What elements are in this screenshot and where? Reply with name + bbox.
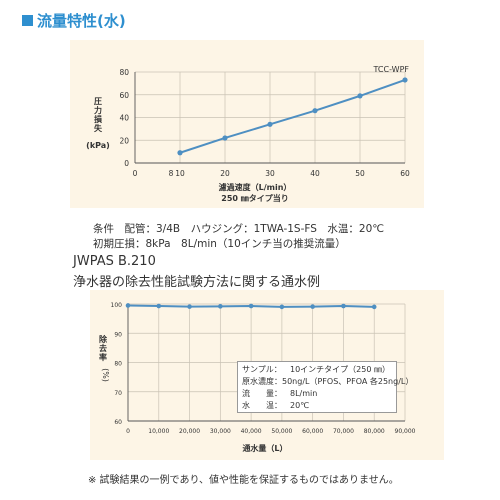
y-axis-label: 力: [94, 105, 102, 115]
y-axis-label: 除: [99, 334, 108, 344]
data-point: [267, 121, 273, 127]
y-axis-label: 損: [94, 114, 102, 124]
x-tick-label: 50,000: [271, 428, 292, 435]
y-axis-unit: (kPa): [86, 141, 110, 150]
section-title: 流量特性(水): [22, 10, 126, 31]
x-tick-label: 30,000: [210, 428, 231, 435]
y-tick-label: 0: [124, 159, 129, 168]
y-axis-label: 去: [99, 343, 107, 353]
y-tick-label: 90: [114, 331, 122, 338]
x-tick-label: 20: [220, 169, 230, 178]
condition-row-concentration: 原水濃度： 50ng/L（PFOS、PFOA 各25ng/L）: [242, 377, 414, 386]
data-point: [310, 304, 315, 309]
y-tick-label: 60: [119, 91, 129, 100]
series-label: TCC-WPF: [373, 65, 410, 74]
x-tick-label: 90,000: [395, 428, 416, 435]
y-tick-label: 40: [119, 114, 129, 123]
x-tick-label: 60: [400, 169, 410, 178]
y-tick-label: 100: [111, 302, 123, 309]
section-title-text: 流量特性(水): [37, 12, 126, 30]
condition-row-sample: サンプル： 10インチタイプ（250 ㎜）: [242, 365, 390, 374]
data-point: [402, 77, 408, 83]
x-axis-label: 濾過速度（L/min）: [219, 182, 292, 192]
x-axis-label: 通水量（L）: [242, 443, 287, 453]
square-bullet-icon: [22, 15, 33, 26]
x-tick-label: 70,000: [333, 428, 354, 435]
y-tick-label: 80: [114, 361, 122, 368]
x-tick-label: 10: [175, 169, 185, 178]
disclaimer-footer: ※ 試験結果の一例であり、値や性能を保証するものではありません。: [88, 475, 399, 486]
y-tick-label: 80: [119, 68, 129, 77]
x-tick-label: 0: [126, 428, 130, 435]
conditions-note-line2: 初期圧損：8kPa 8L/min（10インチ当の推奨流量）: [93, 238, 346, 250]
data-point: [187, 304, 192, 309]
y-axis-label: 失: [94, 123, 103, 133]
x-tick-label: 40,000: [241, 428, 262, 435]
condition-row-temperature: 水 温： 20℃: [242, 401, 310, 410]
standard-subheading: 浄水器の除去性能試験方法に関する通水例: [73, 275, 321, 290]
data-point: [312, 108, 318, 114]
data-point: [156, 303, 162, 309]
data-point: [248, 303, 254, 309]
x-tick-label: 40: [310, 169, 320, 178]
standard-heading: JWPAS B.210: [73, 254, 156, 269]
y-axis-label: 圧: [94, 97, 102, 106]
y-tick-label: 20: [119, 136, 129, 145]
test-conditions-box: サンプル： 10インチタイプ（250 ㎜） 原水濃度： 50ng/L（PFOS、PF…: [237, 361, 414, 413]
y-tick-label: 70: [114, 390, 122, 397]
x-tick-label: 8: [169, 169, 174, 178]
x-axis-label-sub: 250 ㎜タイプ当り: [221, 193, 288, 203]
conditions-note-line1: 条件 配管：3/4B ハウジング：1TWA-1S-FS 水温：20℃: [93, 223, 385, 235]
data-point: [341, 303, 346, 309]
condition-row-flow: 流 量： 8L/min: [242, 389, 318, 398]
data-point: [218, 304, 223, 309]
data-point: [125, 303, 131, 308]
y-axis-unit: (%): [101, 368, 110, 382]
x-tick-label: 20,000: [179, 428, 200, 435]
x-tick-label: 30: [265, 169, 275, 178]
x-tick-label: 10,000: [148, 428, 169, 435]
data-point: [371, 304, 377, 310]
data-point: [177, 150, 183, 156]
x-tick-label: 60,000: [302, 428, 323, 435]
y-tick-label: 60: [114, 419, 122, 426]
data-point: [222, 135, 228, 141]
x-tick-label: 0: [133, 169, 138, 178]
data-point: [357, 93, 363, 99]
data-point: [279, 304, 285, 310]
x-tick-label: 50: [355, 169, 365, 178]
pressure-loss-chart-panel: [70, 40, 424, 208]
x-tick-label: 80,000: [364, 428, 385, 435]
y-axis-label: 率: [99, 352, 107, 362]
series-line: [179, 79, 406, 154]
